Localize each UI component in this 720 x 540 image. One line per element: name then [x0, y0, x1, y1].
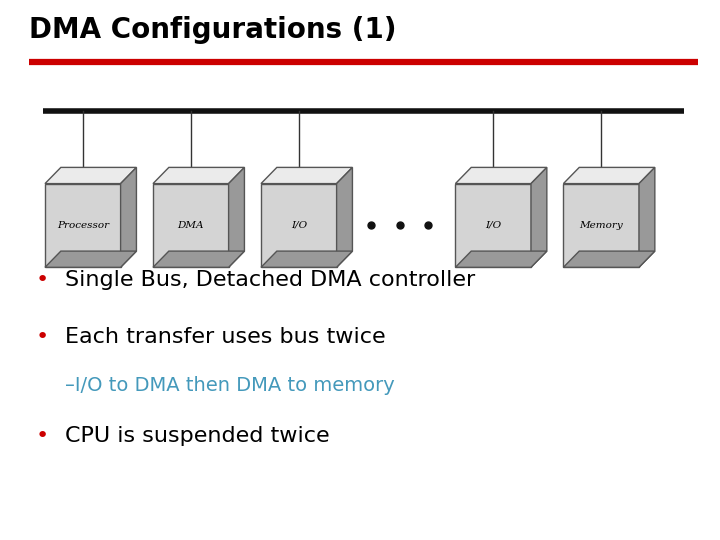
Polygon shape: [153, 167, 245, 184]
Text: •: •: [36, 426, 49, 446]
FancyBboxPatch shape: [563, 184, 639, 267]
Text: DMA Configurations (1): DMA Configurations (1): [29, 16, 396, 44]
Polygon shape: [153, 251, 245, 267]
Text: –I/O to DMA then DMA to memory: –I/O to DMA then DMA to memory: [65, 376, 395, 395]
Polygon shape: [563, 167, 655, 184]
FancyBboxPatch shape: [45, 184, 121, 267]
Polygon shape: [229, 167, 245, 267]
Text: •: •: [36, 327, 49, 347]
Text: Memory: Memory: [580, 221, 623, 230]
Text: CPU is suspended twice: CPU is suspended twice: [65, 426, 330, 446]
FancyBboxPatch shape: [456, 184, 531, 267]
Text: •: •: [36, 270, 49, 290]
Text: DMA: DMA: [178, 221, 204, 230]
Polygon shape: [336, 167, 353, 267]
Polygon shape: [121, 167, 137, 267]
Polygon shape: [531, 167, 547, 267]
Text: I/O: I/O: [291, 221, 307, 230]
Text: Each transfer uses bus twice: Each transfer uses bus twice: [65, 327, 385, 347]
FancyBboxPatch shape: [261, 184, 336, 267]
Text: Single Bus, Detached DMA controller: Single Bus, Detached DMA controller: [65, 270, 475, 290]
Polygon shape: [456, 167, 547, 184]
Polygon shape: [261, 167, 353, 184]
Polygon shape: [563, 251, 655, 267]
Polygon shape: [45, 167, 137, 184]
Polygon shape: [639, 167, 655, 267]
Polygon shape: [456, 251, 547, 267]
Text: I/O: I/O: [485, 221, 501, 230]
Text: Processor: Processor: [57, 221, 109, 230]
Polygon shape: [261, 251, 353, 267]
FancyBboxPatch shape: [153, 184, 229, 267]
Polygon shape: [45, 251, 137, 267]
